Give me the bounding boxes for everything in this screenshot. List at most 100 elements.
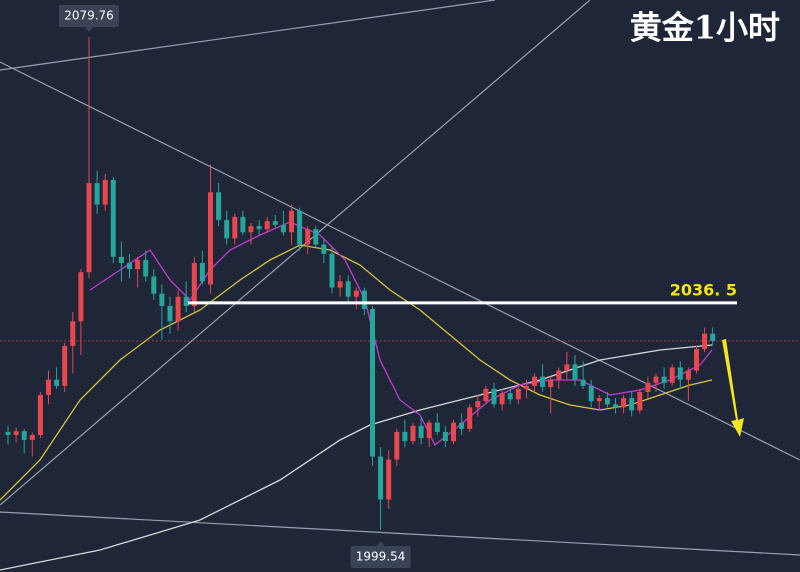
candle-body: [21, 431, 27, 440]
candle-body: [272, 221, 278, 225]
candle-body: [434, 422, 440, 432]
candle-body: [694, 348, 699, 371]
chart-title: 黄金1小时: [630, 9, 780, 47]
candle-body: [515, 388, 521, 400]
candle-body: [159, 293, 165, 306]
trendline: [0, 511, 800, 556]
candle-body: [232, 216, 238, 239]
ma-yellow: [0, 244, 713, 501]
candle-body: [467, 407, 473, 429]
candle-body: [110, 180, 116, 257]
candle-body: [548, 379, 554, 388]
candle-body: [135, 259, 141, 270]
candle-body: [353, 290, 359, 297]
candle-body: [499, 393, 505, 405]
candle-body: [94, 183, 100, 205]
candle-body: [118, 256, 124, 263]
candle-body: [37, 395, 43, 435]
candle-body: [621, 398, 627, 408]
candle-body: [596, 398, 602, 402]
candle-body: [661, 376, 667, 383]
candle-body: [78, 272, 84, 322]
candle-body: [523, 385, 529, 389]
label-pointer: [376, 541, 385, 546]
candle-body: [394, 431, 400, 460]
candle-body: [199, 262, 205, 282]
candle-body: [475, 401, 481, 408]
candle-body: [313, 229, 319, 245]
candle-body: [289, 210, 294, 233]
candle-body: [491, 388, 497, 405]
candle-body: [637, 391, 643, 411]
candle-body: [70, 321, 76, 346]
candle-body: [29, 434, 35, 440]
candle-body: [653, 376, 659, 383]
candle-body: [483, 388, 489, 402]
candle-body: [710, 333, 716, 341]
candle-body: [572, 364, 578, 380]
candle-body: [685, 370, 691, 380]
candle-body: [588, 385, 594, 402]
candle-body: [677, 367, 683, 380]
candle-body: [459, 422, 465, 429]
trendline: [0, 0, 591, 506]
candle-body: [451, 422, 456, 442]
candle-body: [345, 281, 351, 297]
candle-body: [183, 296, 189, 306]
candle-body: [629, 398, 635, 411]
candle-body: [86, 183, 92, 273]
candle-body: [297, 210, 303, 245]
candles: [5, 37, 716, 530]
candle-body: [613, 404, 618, 408]
candle-body: [46, 379, 51, 396]
candle-body: [532, 376, 537, 386]
candle-body: [645, 382, 651, 392]
candle-body: [418, 425, 424, 439]
level-label: 2036. 5: [670, 280, 737, 299]
label-box: [350, 546, 411, 568]
trendline: [0, 0, 496, 71]
candle-body: [426, 422, 432, 439]
candle-body: [216, 192, 222, 220]
candle-body: [208, 192, 213, 285]
high-label: 2079.76: [64, 9, 114, 23]
candle-body: [102, 180, 108, 205]
candle-body: [669, 367, 675, 383]
candle-body: [604, 398, 610, 405]
candle-body: [191, 262, 197, 306]
candle-body: [580, 379, 586, 386]
candle-body: [442, 431, 448, 442]
label-box: [59, 5, 119, 27]
label-pointer: [85, 27, 93, 32]
candle-body: [305, 229, 311, 245]
candle-body: [224, 219, 230, 239]
candle-body: [143, 259, 149, 277]
candle-body: [370, 309, 375, 457]
candle-body: [378, 456, 384, 500]
candle-body: [175, 296, 181, 322]
candle-body: [151, 276, 157, 294]
candle-body: [402, 431, 408, 442]
trendlines: [0, 0, 800, 556]
candle-body: [167, 305, 173, 322]
candle-body: [5, 431, 11, 435]
candle-body: [361, 290, 367, 310]
candle-body: [62, 345, 68, 386]
candle-body: [321, 244, 327, 254]
candle-body: [386, 459, 392, 500]
low-label: 1999.54: [356, 550, 406, 564]
arrow: [722, 339, 744, 437]
candle-body: [13, 431, 19, 435]
ma-white: [0, 344, 713, 571]
candle-body: [280, 224, 286, 233]
candle-body: [540, 376, 546, 388]
candle-body: [329, 253, 335, 288]
candle-body: [264, 221, 270, 230]
candle-body: [54, 379, 60, 386]
candle-body: [248, 226, 254, 233]
candle-body: [702, 333, 708, 349]
candle-body: [556, 370, 562, 380]
candle-body: [564, 364, 570, 371]
